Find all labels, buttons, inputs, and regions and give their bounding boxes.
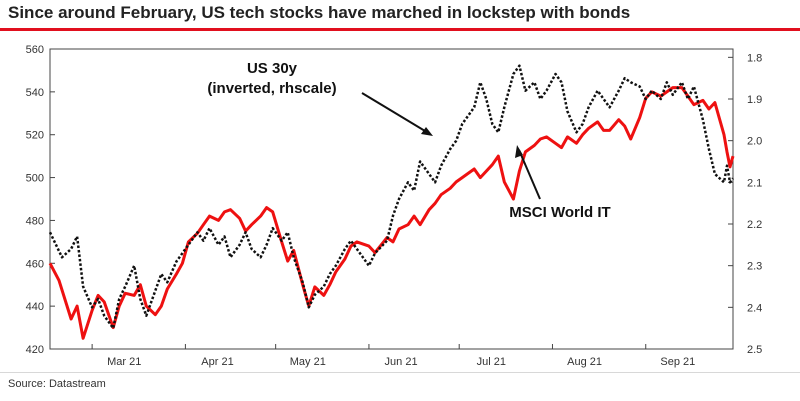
right-tick-label: 2.2 <box>747 219 762 231</box>
annotation-msci-arrowhead <box>515 145 523 158</box>
annotation-msci: MSCI World IT <box>509 204 610 221</box>
annotation-us30y-line1: US 30y <box>247 60 298 77</box>
right-tick-label: 2.0 <box>747 136 762 148</box>
source-note: Source: Datastream <box>8 378 106 390</box>
x-tick-label: Aug 21 <box>567 356 602 368</box>
annotation-layer: US 30y (inverted, rhscale) MSCI World IT <box>207 60 610 221</box>
x-axis: Mar 21 Apr 21 May 21 Jun 21 Jul 21 Aug 21 Sep … <box>91 344 695 368</box>
right-tick-label: 2.4 <box>747 302 762 314</box>
x-tick-label: Jun 21 <box>385 356 418 368</box>
annotation-us30y-arrowhead <box>421 127 433 136</box>
annotation-us30y-arrow <box>361 92 431 135</box>
left-tick-label: 540 <box>26 87 44 99</box>
annotation-us30y-line2: (inverted, rhscale) <box>207 80 336 97</box>
right-tick-label: 2.3 <box>747 261 762 273</box>
x-tick-label: Apr 21 <box>201 356 233 368</box>
plot-frame <box>49 48 734 350</box>
right-tick-label: 1.8 <box>747 52 762 64</box>
left-tick-label: 560 <box>26 44 44 56</box>
right-tick-label: 2.1 <box>747 177 762 189</box>
x-tick-label: Mar 21 <box>107 356 141 368</box>
right-axis: 1.8 1.9 2.0 2.1 2.2 2.3 2.4 2.5 <box>728 52 762 356</box>
x-tick-label: May 21 <box>290 356 326 368</box>
left-tick-label: 440 <box>26 301 44 313</box>
series-line-us-30y <box>48 64 735 330</box>
x-tick-label: Jul 21 <box>477 356 506 368</box>
left-tick-label: 420 <box>26 344 44 356</box>
chart-svg: 420 440 460 480 500 520 540 560 1.8 1.9 2.0 2.1 2.2… <box>26 44 763 368</box>
plot-border <box>49 48 734 350</box>
series-layer <box>48 64 735 340</box>
annotation-msci-arrow <box>518 149 541 200</box>
footer-divider <box>0 372 800 373</box>
left-axis: 420 440 460 480 500 520 540 560 <box>26 44 55 356</box>
title-underline <box>0 28 800 31</box>
left-tick-label: 500 <box>26 173 44 185</box>
x-tick-label: Sep 21 <box>660 356 695 368</box>
right-tick-label: 2.5 <box>747 344 762 356</box>
series-line-msci-world-it <box>48 86 735 340</box>
chart-title: Since around February, US tech stocks ha… <box>8 3 631 22</box>
chart-area: 420 440 460 480 500 520 540 560 1.8 1.9 2.0 2.1 2.2… <box>0 31 800 371</box>
left-tick-label: 460 <box>26 258 44 270</box>
left-tick-label: 520 <box>26 130 44 142</box>
right-tick-label: 1.9 <box>747 94 762 106</box>
left-tick-label: 480 <box>26 215 44 227</box>
